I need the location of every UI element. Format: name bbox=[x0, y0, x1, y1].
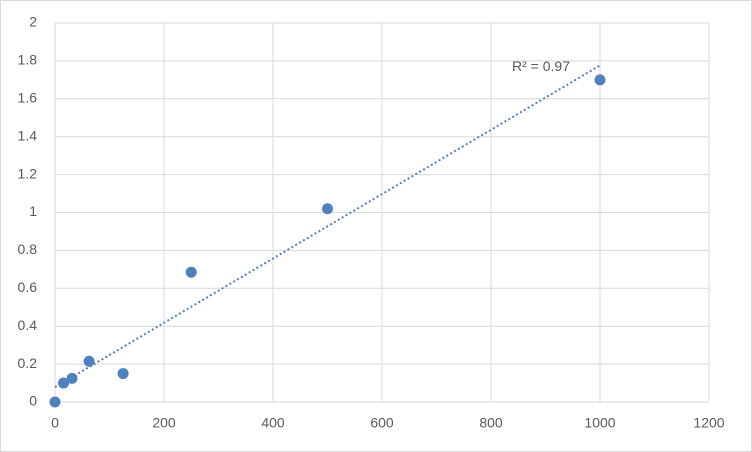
y-tick-label: 0.4 bbox=[18, 317, 38, 333]
data-point bbox=[322, 203, 333, 215]
x-tick-label: 400 bbox=[261, 415, 285, 431]
x-tick-label: 0 bbox=[51, 415, 59, 431]
y-tick-label: 0 bbox=[29, 393, 37, 409]
y-tick-label: 1.8 bbox=[18, 52, 38, 68]
x-tick-label: 600 bbox=[370, 415, 394, 431]
x-tick-label: 1000 bbox=[584, 415, 615, 431]
data-point bbox=[49, 396, 61, 408]
data-point bbox=[185, 266, 197, 278]
x-tick-label: 200 bbox=[152, 415, 176, 431]
y-tick-label: 0.6 bbox=[18, 279, 38, 295]
data-point bbox=[117, 368, 129, 380]
data-point bbox=[66, 372, 78, 384]
y-tick-label: 1.2 bbox=[18, 165, 38, 181]
data-point bbox=[83, 355, 95, 367]
y-tick-label: 2 bbox=[29, 14, 37, 30]
data-point bbox=[594, 74, 606, 86]
y-tick-label: 0.2 bbox=[18, 355, 38, 371]
trendline bbox=[54, 64, 601, 389]
x-tick-label: 1200 bbox=[693, 415, 724, 431]
data-point bbox=[58, 377, 70, 389]
x-tick-label: 800 bbox=[479, 415, 503, 431]
y-tick-label: 0.8 bbox=[18, 241, 38, 257]
y-tick-label: 1 bbox=[29, 203, 37, 219]
trendline-label: R² = 0.97 bbox=[512, 58, 570, 74]
y-tick-label: 1.6 bbox=[18, 90, 38, 106]
y-tick-label: 1.4 bbox=[18, 127, 38, 143]
